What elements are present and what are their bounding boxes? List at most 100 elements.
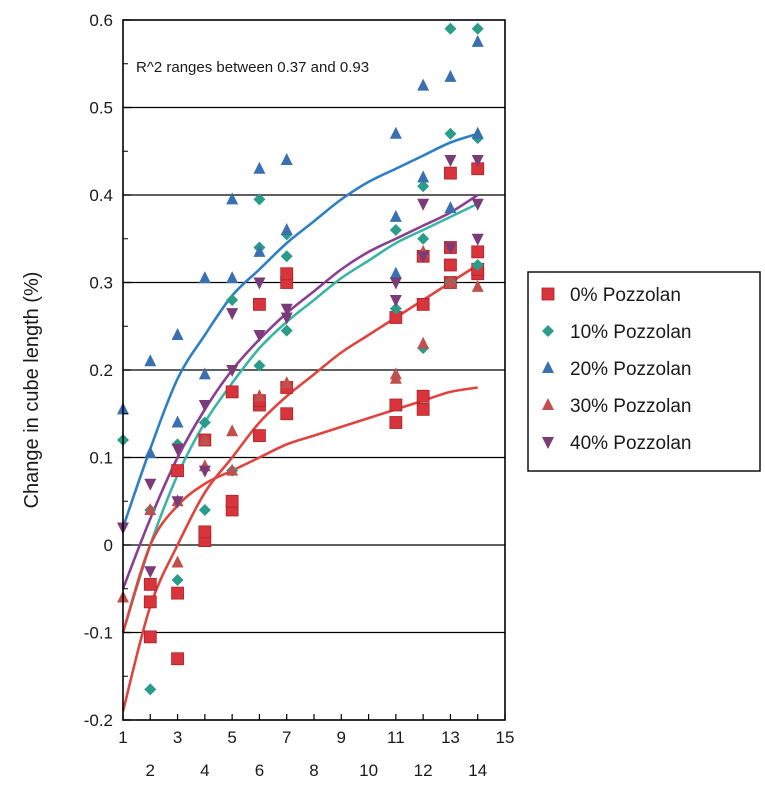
data-point <box>253 297 266 311</box>
data-point <box>171 586 184 600</box>
data-point <box>416 297 430 311</box>
data-point <box>444 258 457 272</box>
x-tick-label: 14 <box>468 761 487 780</box>
data-point <box>280 267 294 281</box>
data-point <box>389 302 402 315</box>
legend: 0% Pozzolan 10% Pozzolan 20% Pozzolan 30% P… <box>527 271 761 472</box>
legend-marker <box>542 437 554 449</box>
data-point <box>389 416 403 429</box>
data-point <box>416 402 430 416</box>
legend-entry: 30% Pozzolan <box>542 396 691 417</box>
data-point <box>143 630 157 644</box>
data-point <box>416 389 430 403</box>
data-point <box>144 354 157 367</box>
data-point <box>144 478 157 491</box>
data-point <box>198 271 211 284</box>
y-tick-label: 0.3 <box>89 274 113 293</box>
data-point <box>471 155 484 167</box>
y-tick-label: 0.2 <box>89 361 113 380</box>
data-point <box>226 463 239 476</box>
legend-marker <box>541 287 555 301</box>
data-point <box>171 555 184 568</box>
data-point <box>417 170 430 183</box>
data-point <box>417 251 430 264</box>
data-point <box>471 126 484 139</box>
data-point <box>444 201 457 214</box>
data-point <box>417 198 430 211</box>
data-point <box>144 566 157 579</box>
data-point <box>417 232 430 245</box>
x-tick-label: 10 <box>359 761 378 780</box>
data-point <box>471 198 484 211</box>
data-point <box>171 496 184 509</box>
data-point <box>280 407 294 421</box>
legend-label: 10% Pozzolan <box>570 322 691 343</box>
y-tick-label: 0 <box>104 536 113 555</box>
y-tick-label: -0.1 <box>84 624 113 643</box>
data-point <box>389 295 402 307</box>
data-point <box>171 443 184 456</box>
data-point <box>198 433 211 445</box>
data-point <box>253 389 266 402</box>
legend-label: 20% Pozzolan <box>570 359 691 380</box>
data-point <box>253 277 266 290</box>
data-point <box>225 494 239 508</box>
data-point <box>389 277 402 290</box>
data-point <box>198 400 211 412</box>
x-tick-label: 1 <box>118 728 127 747</box>
data-point <box>471 233 484 246</box>
trend-line <box>121 193 479 590</box>
x-tick-label: 12 <box>414 761 433 780</box>
data-point <box>144 446 157 459</box>
data-point <box>143 595 157 609</box>
x-tick-label: 13 <box>441 728 460 747</box>
legend-box <box>527 271 761 472</box>
data-point <box>225 385 239 399</box>
y-tick-label: 0.1 <box>89 449 113 468</box>
y-tick-label: -0.2 <box>84 711 113 730</box>
data-point <box>198 416 211 429</box>
data-point <box>171 574 184 586</box>
legend-entry: 10% Pozzolan <box>542 322 691 343</box>
data-point <box>280 376 293 389</box>
legend-label: 40% Pozzolan <box>570 433 691 454</box>
data-point <box>280 312 293 325</box>
data-point <box>253 244 266 257</box>
data-point <box>253 330 266 342</box>
axis-ticks <box>122 19 506 721</box>
data-point <box>280 324 293 337</box>
data-point <box>171 328 184 340</box>
data-point <box>389 126 402 139</box>
trend-line <box>121 132 479 528</box>
data-point <box>389 398 403 412</box>
data-point <box>253 193 266 206</box>
data-point <box>144 683 157 696</box>
data-point <box>389 224 402 236</box>
series-points <box>117 34 484 459</box>
data-point <box>471 279 484 292</box>
data-point <box>226 365 239 377</box>
data-point <box>280 153 293 165</box>
data-point <box>417 180 430 193</box>
series-points <box>117 244 484 603</box>
data-point <box>444 22 457 35</box>
data-point <box>471 22 484 35</box>
data-point <box>143 577 157 591</box>
legend-marker <box>542 361 554 373</box>
data-point <box>389 209 402 222</box>
x-tick-label: 8 <box>309 761 318 780</box>
x-tick-labels: 1 3 5 7 9 11 13 152 4 6 8 10 12 14 <box>118 728 514 780</box>
data-points <box>117 22 485 696</box>
x-tick-label: 9 <box>337 728 346 747</box>
data-point <box>471 245 485 259</box>
data-point <box>389 266 402 279</box>
data-point <box>253 161 266 174</box>
series-points <box>117 155 484 579</box>
data-point <box>280 223 293 235</box>
y-tick-labels: -0.2 -0.1 0 0.1 0.2 0.3 0.4 0.5 0.6 <box>84 11 113 730</box>
r-squared-annotation: R^2 ranges between 0.37 and 0.93 <box>136 59 369 76</box>
legend-label: 30% Pozzolan <box>570 396 691 417</box>
data-point <box>171 415 184 428</box>
data-point <box>253 359 266 372</box>
y-tick-label: 0.5 <box>89 99 113 118</box>
